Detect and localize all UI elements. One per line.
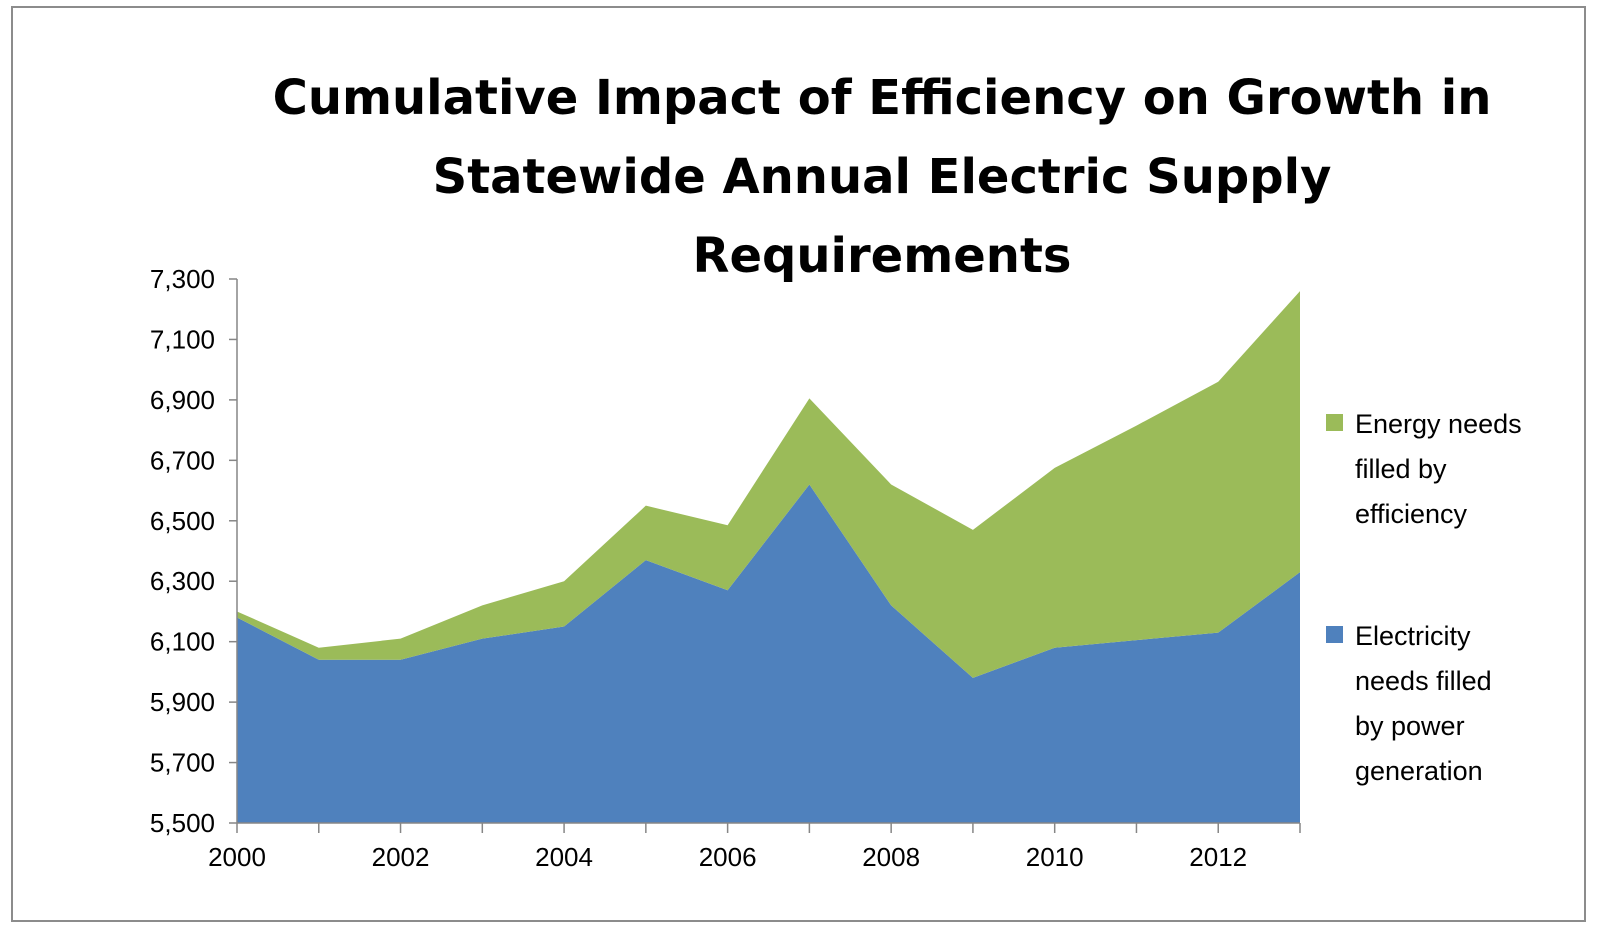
chart-title-line-3: Requirements [693,228,1072,284]
x-tick-label: 2006 [699,842,757,872]
y-tick-label: 6,100 [150,627,215,657]
x-tick-label: 2002 [372,842,430,872]
y-tick-label: 5,500 [150,808,215,838]
y-tick-label: 5,900 [150,687,215,717]
y-tick-label: 6,300 [150,566,215,596]
legend-label-series-1: needs filled [1355,666,1492,696]
legend-label-series-2: efficiency [1355,499,1468,529]
y-tick-label: 6,900 [150,385,215,415]
y-tick-label: 7,100 [150,324,215,354]
legend: Energy needs filled by efficiency Electrici… [1326,409,1522,786]
plot-area [237,291,1300,823]
legend-swatch-series-1 [1326,626,1343,643]
chart-title-line-1: Cumulative Impact of Efficiency on Growt… [273,70,1492,126]
x-tick-label: 2008 [862,842,920,872]
x-tick-label: 2012 [1189,842,1247,872]
x-tick-label: 2000 [208,842,266,872]
y-tick-label: 7,300 [150,264,215,294]
y-tick-label: 6,500 [150,506,215,536]
legend-label-series-2: filled by [1355,454,1447,484]
legend-label-series-1: by power [1355,711,1465,741]
legend-swatch-series-2 [1326,414,1343,431]
legend-label-series-1: generation [1355,756,1483,786]
legend-label-series-1: Electricity [1355,621,1471,651]
area-series-2 [237,291,1300,678]
y-tick-label: 6,700 [150,445,215,475]
area-series-1 [237,484,1300,823]
x-tick-label: 2010 [1026,842,1084,872]
legend-label-series-2: Energy needs [1355,409,1522,439]
x-tick-label: 2004 [535,842,593,872]
chart-title-line-2: Statewide Annual Electric Supply [433,149,1332,205]
axes: 5,500 5,700 5,900 6,100 6,300 6,500 6,700 6,900… [150,264,1301,872]
y-tick-label: 5,700 [150,748,215,778]
